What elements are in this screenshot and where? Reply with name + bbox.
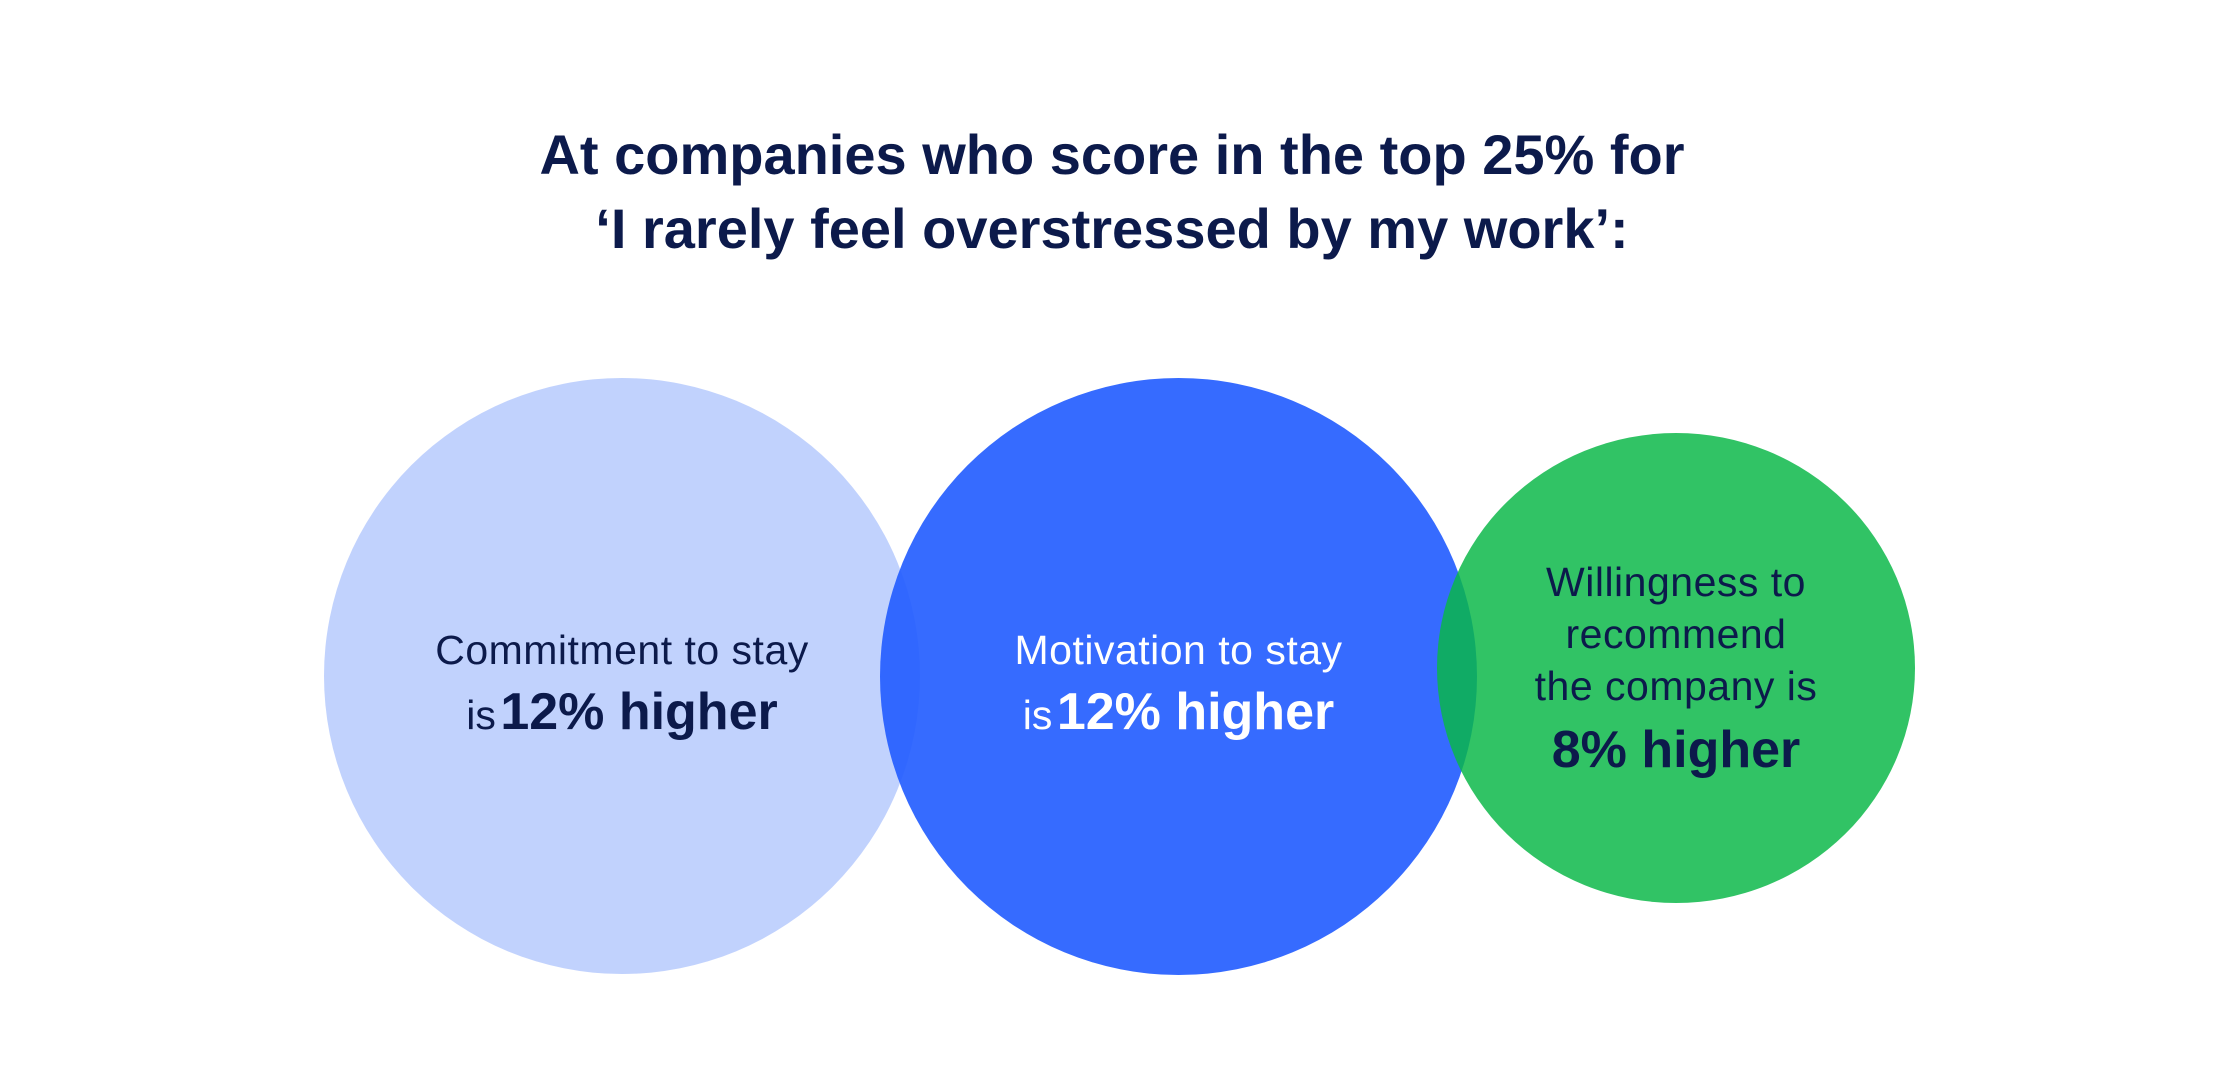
motivation-text: Motivation to stay	[1014, 627, 1343, 673]
commitment-value: 12% higher	[500, 683, 778, 741]
title-line-1: At companies who score in the top 25% fo…	[539, 123, 1685, 186]
commitment-label: Commitment to stay is 12% higher	[324, 624, 920, 757]
recommendation-text-2: recommend	[1565, 611, 1787, 657]
motivation-prefix: is	[1022, 692, 1053, 738]
commitment-value-line: is 12% higher	[324, 680, 920, 757]
motivation-circle	[880, 378, 1477, 975]
recommendation-circle	[1437, 433, 1915, 903]
commitment-text: Commitment to stay	[435, 627, 809, 673]
motivation-value-line: is 12% higher	[880, 680, 1477, 757]
recommendation-text-3: the company is	[1534, 663, 1818, 709]
recommendation-label: Willingness to recommend the company is …	[1437, 556, 1915, 782]
motivation-label: Motivation to stay is 12% higher	[880, 624, 1477, 757]
title-line-2: ‘I rarely feel overstressed by my work’:	[595, 197, 1629, 260]
recommendation-value: 8% higher	[1551, 721, 1801, 779]
commitment-prefix: is	[466, 692, 496, 738]
commitment-circle	[324, 378, 920, 974]
recommendation-text-1: Willingness to	[1546, 559, 1806, 605]
motivation-value: 12% higher	[1056, 683, 1335, 741]
page-title: At companies who score in the top 25% fo…	[0, 118, 2224, 266]
